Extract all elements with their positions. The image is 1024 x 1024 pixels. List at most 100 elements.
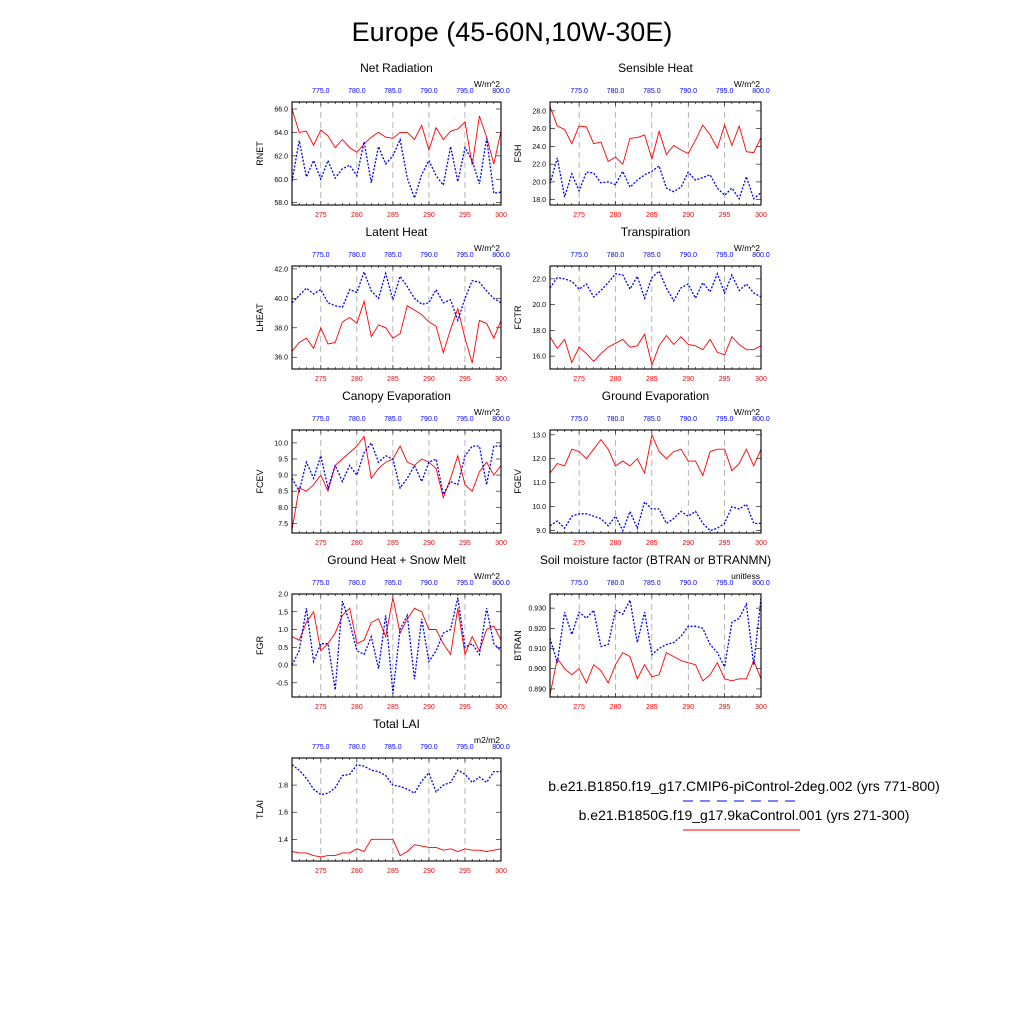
panel-rnet: Net Radiation W/m^2 RNET 275 280 285 290 295 300… [255, 61, 510, 219]
y-tick-label: 20.0 [532, 179, 546, 186]
x-tick-label: 300 [755, 376, 767, 383]
x-tick-label: 300 [495, 704, 507, 711]
panel-fgev: Ground Evaporation W/m^2 FGEV 275 280 285 290 2… [513, 389, 770, 547]
panel-title: Ground Evaporation [602, 389, 709, 403]
y-tick-label: 18.0 [532, 328, 546, 335]
y-tick-label: 1.5 [278, 609, 288, 616]
top-tick-label: 790.0 [679, 252, 697, 259]
plot-frame [291, 593, 502, 698]
top-tick-label: 780.0 [348, 416, 366, 423]
y-tick-label: 20.0 [532, 302, 546, 309]
x-tick-label: 295 [719, 212, 731, 219]
plot-frame [549, 593, 762, 698]
x-tick-label: 300 [495, 868, 507, 875]
x-tick-label: 280 [351, 540, 363, 547]
top-tick-label: 795.0 [716, 580, 734, 587]
x-tick-label: 290 [682, 704, 694, 711]
top-tick-label: 780.0 [348, 252, 366, 259]
plot-frame [549, 265, 762, 370]
plot-frame [291, 429, 502, 534]
x-tick-label: 285 [646, 376, 658, 383]
panels-group: Net Radiation W/m^2 RNET 275 280 285 290 295 300… [255, 61, 771, 875]
series-line-control [292, 597, 501, 694]
y-tick-label: 1.4 [278, 837, 288, 844]
y-tick-label: 64.0 [274, 130, 288, 137]
y-tick-label: 13.0 [532, 432, 546, 439]
top-tick-label: 780.0 [348, 744, 366, 751]
top-tick-label: 780.0 [348, 88, 366, 95]
top-tick-label: 790.0 [679, 88, 697, 95]
top-tick-label: 780.0 [607, 416, 625, 423]
panel-fsh: Sensible Heat W/m^2 FSH 275 280 285 290 295 300 7… [513, 61, 770, 219]
x-tick-label: 285 [387, 212, 399, 219]
x-tick-label: 300 [495, 212, 507, 219]
top-tick-label: 780.0 [348, 580, 366, 587]
panel-title: Total LAI [373, 717, 420, 731]
y-tick-label: 1.0 [278, 627, 288, 634]
y-tick-label: 12.0 [532, 456, 546, 463]
x-tick-label: 280 [610, 704, 622, 711]
series-line-ka9 [550, 651, 761, 696]
series-line-ka9 [550, 333, 761, 367]
y-axis-label: FGEV [513, 469, 523, 494]
y-tick-label: 1.6 [278, 810, 288, 817]
y-tick-label: 10.0 [274, 440, 288, 447]
y-tick-label: 8.5 [278, 489, 288, 496]
x-tick-label: 295 [459, 212, 471, 219]
y-tick-label: 60.0 [274, 177, 288, 184]
top-tick-label: 795.0 [456, 252, 474, 259]
x-tick-label: 290 [682, 376, 694, 383]
y-axis-label: LHEAT [255, 303, 265, 332]
top-tick-label: 790.0 [420, 416, 438, 423]
y-axis-label: FCEV [255, 469, 265, 493]
x-tick-label: 275 [315, 212, 327, 219]
y-tick-label: 11.0 [533, 480, 546, 487]
x-tick-label: 295 [459, 376, 471, 383]
series-line-control [550, 157, 761, 201]
y-tick-label: 2.0 [278, 592, 288, 599]
top-tick-label: 785.0 [643, 580, 661, 587]
top-tick-label: 800.0 [752, 252, 770, 259]
top-tick-label: 790.0 [679, 416, 697, 423]
series-line-ka9 [292, 299, 501, 364]
top-tick-label: 785.0 [643, 416, 661, 423]
top-tick-label: 800.0 [492, 580, 510, 587]
x-tick-label: 290 [423, 868, 435, 875]
y-tick-label: 0.5 [278, 645, 288, 652]
series-line-control [550, 270, 761, 303]
y-tick-label: 9.0 [278, 473, 288, 480]
top-tick-label: 800.0 [752, 416, 770, 423]
top-tick-label: 780.0 [607, 252, 625, 259]
top-tick-label: 790.0 [420, 88, 438, 95]
x-tick-label: 290 [423, 704, 435, 711]
top-tick-label: 800.0 [492, 416, 510, 423]
x-tick-label: 275 [315, 376, 327, 383]
top-tick-label: 785.0 [643, 252, 661, 259]
y-tick-label: 22.0 [532, 276, 546, 283]
top-tick-label: 775.0 [570, 416, 588, 423]
top-tick-label: 785.0 [384, 580, 402, 587]
x-tick-label: 300 [755, 540, 767, 547]
series-line-ka9 [292, 597, 501, 657]
y-tick-label: 62.0 [274, 153, 288, 160]
y-tick-label: 10.0 [532, 504, 546, 511]
panel-tlai: Total LAI m2/m2 TLAI 275 280 285 290 295 300 775.… [255, 717, 510, 875]
panel-fcev: Canopy Evaporation W/m^2 FCEV 275 280 285 290 2… [255, 389, 510, 547]
plot-frame [549, 101, 762, 206]
units-label: unitless [731, 571, 760, 581]
y-tick-label: 38.0 [274, 325, 288, 332]
y-tick-label: 42.0 [274, 266, 288, 273]
top-tick-label: 775.0 [570, 252, 588, 259]
legend: b.e21.B1850.f19_g17.CMIP6-piControl-2deg… [548, 778, 940, 831]
top-tick-label: 795.0 [716, 252, 734, 259]
units-label: W/m^2 [474, 571, 500, 581]
units-label: W/m^2 [734, 407, 760, 417]
y-tick-label: 58.0 [274, 200, 288, 207]
x-tick-label: 285 [646, 540, 658, 547]
x-tick-label: 295 [459, 704, 471, 711]
top-tick-label: 790.0 [420, 252, 438, 259]
plot-frame [291, 757, 502, 862]
units-label: W/m^2 [474, 243, 500, 253]
x-tick-label: 285 [646, 212, 658, 219]
x-tick-label: 290 [682, 540, 694, 547]
